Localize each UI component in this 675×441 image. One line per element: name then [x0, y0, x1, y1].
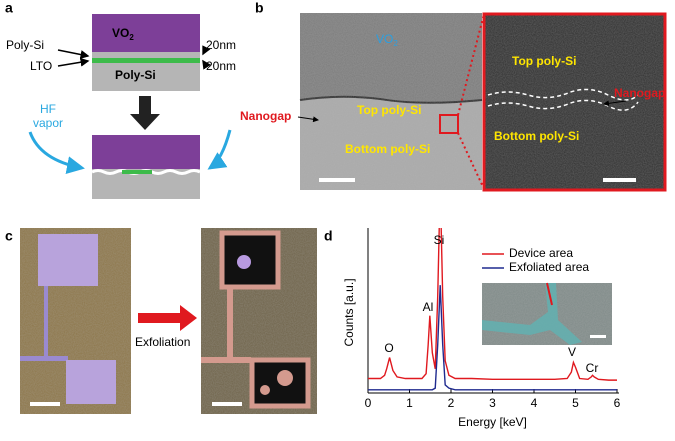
gap-line	[487, 88, 639, 101]
lto-layer	[92, 58, 200, 63]
layer-label: Poly-Si	[6, 38, 44, 52]
nanogap-label: Nanogap	[614, 86, 665, 100]
subscript: 2	[129, 33, 134, 42]
substrate-label: Poly-Si	[115, 68, 156, 82]
substrate	[92, 63, 200, 91]
zoom-box	[439, 114, 459, 134]
peak-label: O	[384, 341, 393, 355]
wire	[227, 287, 233, 357]
zoom-line	[457, 13, 485, 116]
panel-label: b	[255, 0, 264, 16]
scale-bar	[590, 335, 606, 338]
layer-label: Bottom poly-Si	[494, 129, 579, 143]
device-trace	[482, 283, 582, 345]
scale-bar	[319, 178, 355, 182]
poly-si-layer	[92, 52, 200, 58]
arrow	[57, 57, 90, 67]
pad	[66, 360, 116, 404]
peak-label: V	[568, 345, 576, 359]
x-tick-label: 3	[489, 396, 496, 410]
process-arrow	[138, 305, 197, 331]
residue	[277, 370, 293, 386]
layer-label: VO2	[112, 26, 134, 42]
pad	[38, 234, 98, 286]
lto-layer	[122, 170, 152, 174]
nanogap-label: Nanogap	[240, 109, 291, 123]
device-trace	[546, 282, 553, 306]
panel-label: a	[5, 0, 13, 16]
peak-label: Al	[423, 300, 434, 314]
spectrum-line	[368, 228, 617, 381]
inset-frame	[482, 12, 667, 192]
legend-label: Exfoliated area	[509, 260, 589, 274]
layer-label: Top poly-Si	[357, 103, 421, 117]
legend-label: Device area	[509, 246, 573, 260]
thickness-label: 20nm	[206, 59, 236, 73]
panel-label: d	[324, 228, 333, 244]
panel-label: c	[5, 228, 13, 244]
layer-label: Bottom poly-Si	[345, 142, 430, 156]
layer-label: LTO	[30, 59, 52, 73]
x-tick-label: 6	[614, 396, 621, 410]
layer-label: VO	[376, 32, 393, 46]
layer-label: VO2	[376, 32, 398, 48]
x-tick-label: 2	[448, 396, 455, 410]
wire	[44, 286, 48, 356]
substrate	[92, 175, 200, 199]
residue	[237, 255, 251, 269]
etchant-label: vapor	[33, 116, 63, 130]
scale-bar	[30, 402, 60, 406]
wire	[201, 357, 251, 363]
scale-bar	[212, 402, 242, 406]
x-tick-label: 0	[365, 396, 372, 410]
arrow	[28, 131, 85, 175]
x-tick-label: 5	[572, 396, 579, 410]
texture	[300, 13, 482, 190]
vo2-layer	[92, 135, 200, 169]
x-tick-label: 4	[531, 396, 538, 410]
process-arrow	[130, 96, 160, 130]
plot: 0 1 2 3 4 5 6 Energy [keV] Counts [a.u.] Device a…	[342, 228, 621, 429]
scale-bar	[603, 178, 636, 182]
arrow	[207, 129, 232, 170]
vo2-layer	[92, 14, 200, 52]
thickness-label: 20nm	[206, 38, 236, 52]
arrow	[202, 59, 211, 70]
x-tick-label: 1	[406, 396, 413, 410]
peak-label: Cr	[586, 361, 599, 375]
spectrum-line	[368, 285, 617, 391]
y-axis-label: Counts [a.u.]	[342, 278, 356, 346]
gap-line	[487, 99, 639, 111]
x-axis-label: Energy [keV]	[458, 415, 527, 429]
series-group	[368, 228, 617, 391]
etchant-label: HF	[40, 102, 56, 116]
wire	[20, 356, 68, 361]
arrow-label: Exfoliation	[135, 335, 190, 349]
layer-label: Top poly-Si	[512, 54, 576, 68]
subscript: 2	[393, 39, 398, 48]
zoom-line	[457, 132, 485, 190]
arrow	[297, 116, 319, 123]
residue	[260, 385, 270, 395]
arrow	[202, 45, 211, 56]
pad	[249, 357, 311, 409]
arrow	[603, 100, 627, 107]
texture	[484, 14, 665, 190]
layer-label: VO	[112, 26, 129, 40]
arrow	[57, 49, 90, 59]
peak-label: Si	[434, 233, 445, 247]
